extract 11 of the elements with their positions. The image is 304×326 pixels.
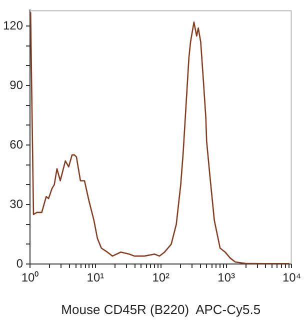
- x-tick-label: 10⁴: [282, 270, 302, 285]
- x-tick-label: 10¹: [86, 270, 104, 285]
- x-tick-label: 10⁰: [21, 270, 39, 285]
- x-tick-label: 10²: [152, 270, 170, 285]
- y-tick-label: 60: [10, 137, 24, 152]
- y-tick-label: 30: [10, 196, 24, 211]
- y-tick-label: 90: [10, 78, 24, 92]
- y-tick-label: 0: [16, 256, 24, 270]
- x-tick-label: 10³: [218, 270, 235, 285]
- x-axis-title: Mouse CD45R (B220) APC-Cy5.5: [61, 302, 261, 317]
- y-tick-label: 120: [2, 18, 24, 32]
